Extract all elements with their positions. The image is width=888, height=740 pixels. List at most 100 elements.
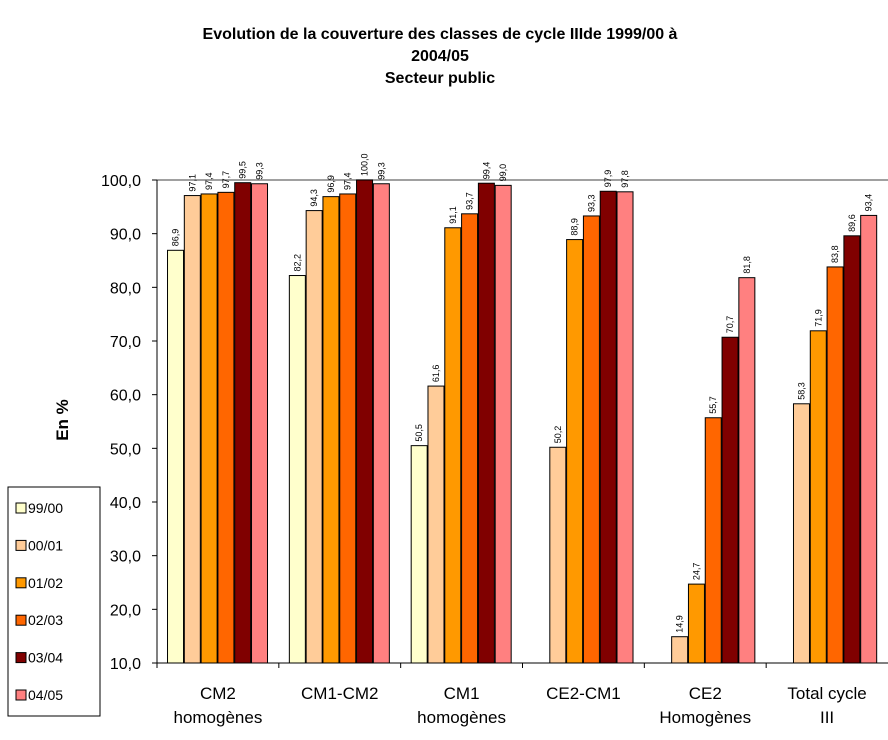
bar: [427, 385, 445, 664]
x-tick-label: CM2 homogènes: [173, 684, 263, 727]
value-label: 93,3: [586, 194, 596, 212]
bar: [444, 227, 462, 664]
value-label: 93,4: [864, 194, 874, 212]
bar: [356, 179, 374, 664]
legend-box: [7, 486, 101, 717]
legend-swatch: [15, 614, 27, 626]
y-tick-label: 40,0: [110, 495, 141, 512]
chart-subtitle: Secteur public: [384, 70, 496, 87]
value-label: 50,2: [553, 426, 563, 444]
bar: [671, 636, 689, 664]
bar: [372, 183, 390, 664]
bar: [339, 193, 357, 664]
value-label: 96,9: [326, 175, 336, 193]
value-label: 100,0: [360, 153, 370, 176]
bar: [251, 183, 269, 664]
value-label: 83,8: [830, 245, 840, 263]
y-tick-label: 70,0: [110, 334, 141, 351]
bar: [183, 195, 201, 664]
bar: [549, 446, 567, 664]
value-label: 89,6: [847, 214, 857, 232]
bar: [217, 191, 235, 664]
value-label: 91,1: [448, 206, 458, 224]
value-label: 86,9: [171, 229, 181, 247]
value-label: 94,3: [309, 189, 319, 207]
value-label: 58,3: [796, 382, 806, 400]
legend-label: 04/05: [28, 687, 63, 703]
y-tick-label: 20,0: [110, 602, 141, 619]
legend-swatch: [15, 689, 27, 701]
bar: [721, 336, 739, 664]
y-tick-label: 50,0: [110, 441, 141, 458]
bar: [167, 249, 185, 664]
y-tick-label: 10,0: [110, 656, 141, 673]
bar: [582, 215, 600, 664]
legend-swatch: [15, 502, 27, 514]
x-tick-label: CM1 homogènes: [417, 684, 506, 727]
value-label: 93,7: [465, 192, 475, 210]
y-tick-label: 90,0: [110, 227, 141, 244]
value-label: 97,1: [187, 174, 197, 192]
bar: [477, 182, 495, 664]
legend-swatch: [15, 539, 27, 551]
bar: [322, 196, 340, 664]
value-label: 88,9: [570, 218, 580, 236]
value-label: 14,9: [675, 615, 685, 633]
legend-label: 03/04: [28, 650, 63, 666]
bar: [288, 275, 306, 664]
chart-title: Evolution de la couverture des classes d…: [202, 26, 678, 65]
value-label: 70,7: [725, 316, 735, 334]
y-axis-label: En %: [53, 399, 72, 441]
legend-label: 00/01: [28, 537, 63, 553]
bar: [494, 184, 512, 664]
value-label: 97,9: [603, 170, 613, 188]
x-tick-label: CE2-CM1: [546, 684, 621, 703]
bar: [599, 190, 617, 664]
bar: [566, 239, 584, 664]
x-tick-label: Total cycle III: [787, 684, 867, 727]
value-label: 97,4: [343, 172, 353, 190]
value-label: 97,4: [204, 172, 214, 190]
bar: [200, 193, 218, 664]
bar: [826, 266, 844, 664]
value-label: 99,5: [238, 161, 248, 179]
y-tick-label: 80,0: [110, 280, 141, 297]
value-label: 97,7: [221, 171, 231, 189]
value-label: 99,0: [498, 164, 508, 182]
legend-swatch: [15, 652, 27, 664]
legend-swatch: [15, 577, 27, 589]
bar: [792, 403, 810, 664]
bar: [234, 182, 252, 664]
bar: [410, 445, 428, 664]
value-label: 97,8: [620, 170, 630, 188]
x-tick-label: CM1-CM2: [301, 684, 379, 703]
bar: [687, 583, 705, 664]
bar: [738, 277, 756, 664]
legend-label: 02/03: [28, 612, 63, 628]
value-label: 71,9: [813, 309, 823, 327]
value-label: 61,6: [431, 365, 441, 383]
legend-label: 99/00: [28, 500, 63, 516]
bar: [809, 330, 827, 664]
y-tick-label: 60,0: [110, 388, 141, 405]
bar: [860, 214, 878, 664]
value-label: 99,3: [255, 162, 265, 180]
bar: [305, 210, 323, 664]
value-label: 50,5: [414, 424, 424, 442]
y-tick-label: 30,0: [110, 549, 141, 566]
legend-label: 01/02: [28, 575, 63, 591]
value-label: 55,7: [708, 396, 718, 414]
value-label: 24,7: [691, 563, 701, 581]
value-label: 81,8: [742, 256, 752, 274]
value-label: 99,3: [376, 162, 386, 180]
x-tick-label: CE2 Homogènes: [659, 684, 752, 727]
y-tick-label: 100,0: [101, 173, 141, 190]
value-label: 82,2: [292, 254, 302, 272]
bar: [616, 191, 634, 664]
bar: [843, 235, 861, 664]
value-label: 99,4: [481, 162, 491, 180]
bar: [704, 417, 722, 664]
bar: [461, 213, 479, 664]
